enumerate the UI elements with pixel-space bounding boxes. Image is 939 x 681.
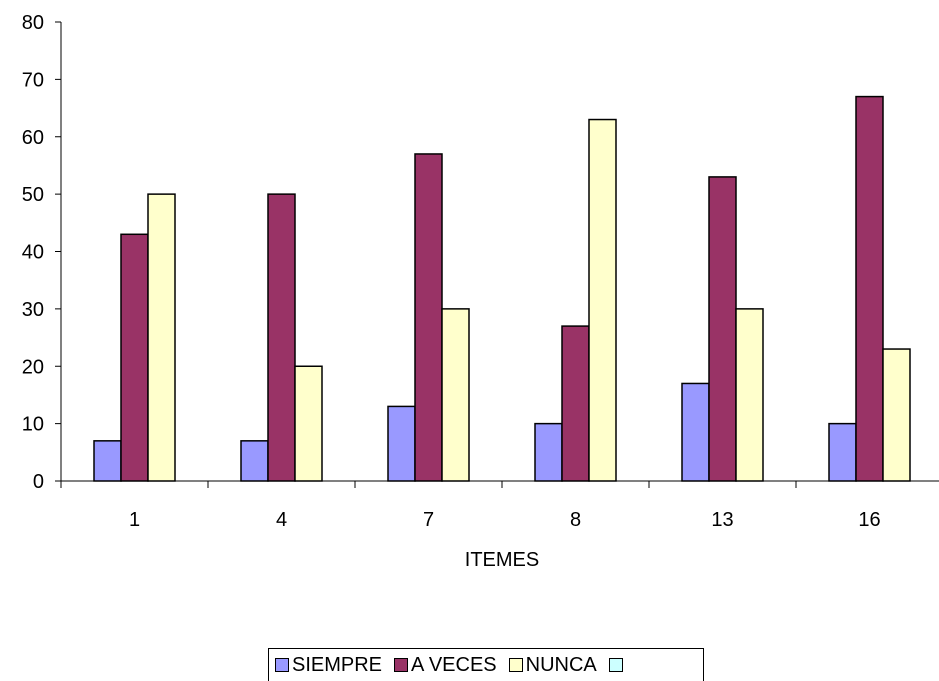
bar-nunca: [441, 308, 470, 482]
x-tick-label: 16: [858, 509, 880, 531]
bar-a-veces: [708, 176, 737, 482]
legend-swatch: [275, 658, 289, 672]
y-tick-label: 30: [22, 299, 44, 321]
y-tick-label: 50: [22, 184, 44, 206]
y-tick-label: 20: [22, 356, 44, 378]
bars: [93, 95, 911, 482]
x-tick-label: 13: [711, 509, 733, 531]
legend-item: NUNCA: [508, 653, 597, 677]
bar-siempre: [828, 422, 857, 482]
legend-swatch: [608, 658, 623, 672]
x-tick-label: 4: [276, 509, 287, 531]
y-tick-label: 60: [22, 127, 44, 149]
legend-label: NUNCA: [525, 653, 597, 676]
y-tick-label: 40: [22, 242, 44, 264]
bar-a-veces: [414, 153, 443, 482]
y-tick-label: 10: [22, 414, 44, 436]
bar-siempre: [93, 440, 122, 482]
y-tick-label: 0: [33, 471, 44, 493]
legend-label: SIEMPRE: [292, 653, 383, 676]
x-axis-title: ITEMES: [465, 549, 539, 571]
bar-a-veces: [855, 95, 884, 482]
bar-nunca: [735, 308, 764, 482]
y-tick-label: 70: [22, 69, 44, 91]
x-tick-label: 1: [129, 509, 140, 531]
bar-nunca: [147, 193, 176, 482]
legend-item: [608, 658, 626, 672]
y-tick-label: 80: [22, 12, 44, 34]
x-axis: 1 4 7 8 13 16: [60, 480, 939, 531]
bar-nunca: [882, 348, 911, 482]
legend-swatch: [508, 658, 523, 672]
bar-siempre: [387, 405, 416, 482]
x-tick-label: 7: [423, 509, 434, 531]
legend-item: A VECES: [394, 654, 497, 677]
bar-siempre: [534, 422, 563, 482]
bar-siempre: [681, 382, 710, 482]
bar-siempre: [240, 440, 269, 482]
legend-swatch: [394, 658, 409, 672]
legend-item: SIEMPRE: [275, 654, 382, 677]
bar-a-veces: [561, 325, 590, 482]
y-axis: 0 10 20 30 40 50 60 70 80: [22, 12, 62, 493]
bar-a-veces: [120, 233, 149, 482]
bar-a-veces: [267, 193, 296, 482]
legend-label: A VECES: [411, 653, 497, 676]
bar-nunca: [294, 365, 323, 482]
bar-nunca: [588, 118, 617, 482]
x-tick-label: 8: [570, 509, 581, 531]
legend: SIEMPRE A VECES NUNCA: [268, 648, 704, 681]
